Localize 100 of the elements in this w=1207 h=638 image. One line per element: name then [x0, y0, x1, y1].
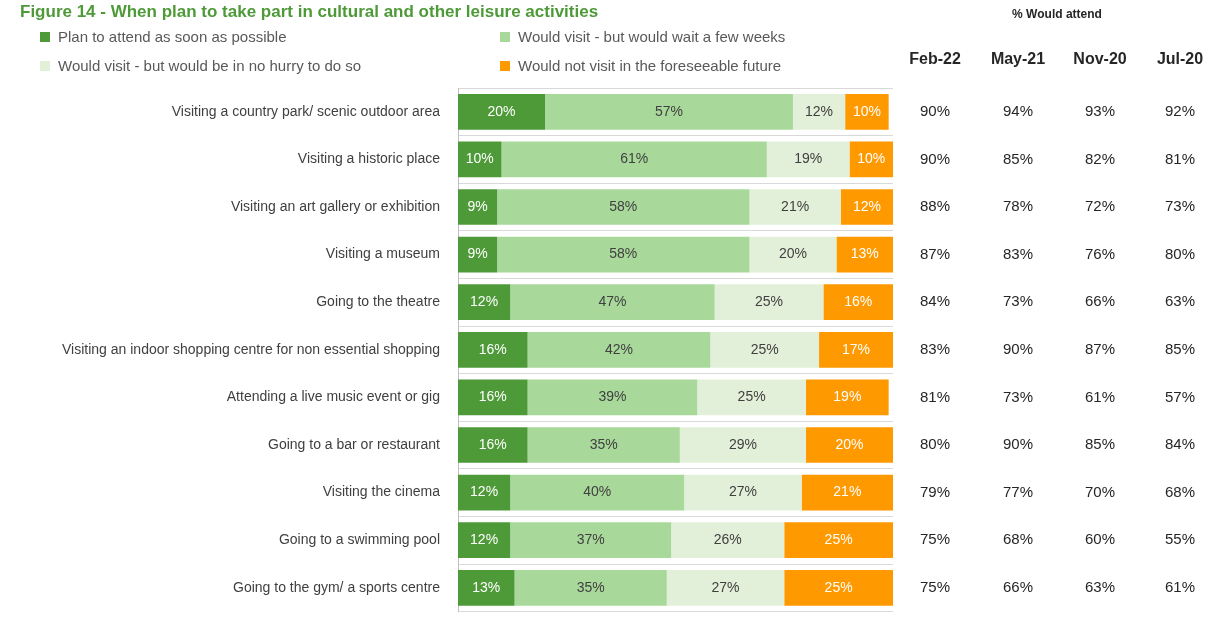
- bar: [845, 93, 889, 130]
- data-label: 21%: [833, 483, 862, 500]
- bar: [458, 93, 545, 130]
- text: 70%: [1084, 482, 1116, 500]
- data-label: 25%: [755, 293, 784, 310]
- bar: [510, 522, 672, 559]
- bar: [840, 189, 893, 225]
- text: 92%: [1164, 101, 1196, 119]
- text: 93%: [1084, 101, 1116, 119]
- data-label: 12%: [470, 293, 499, 310]
- bar: [458, 331, 528, 368]
- text: 63%: [1164, 292, 1196, 310]
- text: 90%: [1002, 339, 1034, 357]
- text: 63%: [1084, 577, 1116, 595]
- text: 72%: [1084, 197, 1116, 215]
- bar: [458, 474, 511, 511]
- bar: [510, 474, 685, 511]
- text: Figure 14 - When plan to take part in cultural and other leisure activities: [20, 2, 599, 22]
- text: 61%: [1084, 387, 1116, 405]
- data-label: 25%: [824, 578, 853, 595]
- text: 85%: [1084, 435, 1116, 453]
- text: 81%: [1164, 149, 1196, 167]
- data-label: 61%: [620, 150, 649, 167]
- text: 61%: [1164, 577, 1196, 595]
- bar: [784, 569, 893, 606]
- y-tick-label: Visiting a historic place: [297, 150, 441, 167]
- bar: [458, 189, 498, 225]
- data-label: 35%: [576, 578, 605, 595]
- data-label: 37%: [576, 531, 605, 548]
- text: 87%: [1084, 339, 1116, 357]
- legend-label: Would visit - but would wait a few weeks: [518, 28, 786, 45]
- text: 79%: [919, 482, 951, 500]
- bar: [836, 236, 893, 273]
- text: 85%: [1002, 149, 1034, 167]
- data-label: 16%: [478, 340, 507, 357]
- data-label: 10%: [465, 150, 494, 167]
- bar: [458, 522, 511, 559]
- text: 78%: [1002, 197, 1034, 215]
- text: 90%: [1002, 435, 1034, 453]
- bar: [801, 474, 893, 511]
- data-label: 13%: [850, 245, 879, 262]
- data-label: 27%: [728, 483, 757, 500]
- data-label: 20%: [778, 245, 807, 262]
- bar: [458, 427, 528, 463]
- data-label: 20%: [835, 435, 864, 452]
- data-label: 19%: [794, 150, 823, 167]
- bar: [823, 284, 893, 321]
- text: 57%: [1164, 387, 1196, 405]
- y-tick-label: Visiting a museum: [325, 245, 440, 262]
- text: 83%: [1002, 244, 1034, 262]
- bar: [806, 427, 893, 463]
- text: 88%: [919, 197, 951, 215]
- text: Nov-20: [1073, 50, 1127, 68]
- text: May-21: [990, 50, 1046, 68]
- text: 94%: [1002, 101, 1034, 119]
- text: 82%: [1084, 149, 1116, 167]
- data-label: 10%: [852, 102, 881, 119]
- text: 81%: [919, 387, 951, 405]
- bar: [766, 141, 850, 178]
- text: 55%: [1164, 530, 1196, 548]
- data-label: 26%: [713, 531, 742, 548]
- text: 90%: [919, 101, 951, 119]
- data-label: 57%: [654, 102, 683, 119]
- text: 66%: [1002, 577, 1034, 595]
- bar: [527, 331, 711, 368]
- bar: [784, 522, 893, 559]
- y-tick-label: Attending a live music event or gig: [226, 388, 440, 405]
- data-label: 25%: [737, 388, 766, 405]
- y-tick-label: Visiting the cinema: [322, 483, 441, 500]
- text: 68%: [1164, 482, 1196, 500]
- bar: [749, 189, 841, 225]
- text: 73%: [1002, 292, 1034, 310]
- text: 77%: [1002, 482, 1034, 500]
- data-label: 9%: [467, 245, 488, 262]
- bar: [684, 474, 802, 511]
- text: 85%: [1164, 339, 1196, 357]
- text: Feb-22: [909, 50, 961, 68]
- text: 73%: [1164, 197, 1196, 215]
- bar: [501, 141, 767, 178]
- text: 90%: [919, 149, 951, 167]
- legend-label: Would not visit in the foreseeable future: [518, 57, 782, 74]
- bar: [697, 379, 806, 416]
- text: 66%: [1084, 292, 1116, 310]
- data-label: 58%: [609, 245, 638, 262]
- data-label: 39%: [598, 388, 627, 405]
- data-label: 12%: [852, 197, 881, 214]
- bar: [710, 331, 820, 368]
- text: 83%: [919, 339, 951, 357]
- text: 80%: [919, 435, 951, 453]
- data-label: 27%: [711, 578, 740, 595]
- text: 73%: [1002, 387, 1034, 405]
- text: 87%: [919, 244, 951, 262]
- bar: [671, 522, 785, 559]
- data-label: 20%: [487, 102, 516, 119]
- y-tick-label: Going to a swimming pool: [278, 531, 440, 548]
- text: 68%: [1002, 530, 1034, 548]
- text: 60%: [1084, 530, 1116, 548]
- bar: [458, 284, 511, 321]
- legend-label: Would visit - but would be in no hurry to do so: [58, 57, 362, 74]
- text: % Would attend: [1012, 7, 1102, 22]
